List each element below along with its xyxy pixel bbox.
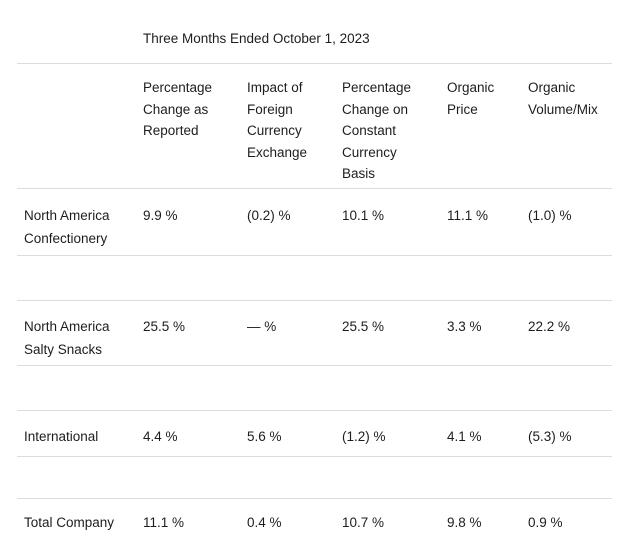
row-label: Total Company <box>24 515 115 530</box>
cell-value: 11.1 % <box>143 515 185 530</box>
spacer-row <box>17 255 612 300</box>
column-header-blank <box>17 77 143 188</box>
cell-value: 22.2 % <box>528 319 571 334</box>
table-row-north-america-confectionery: North America Confectionery 9.9 % (0.2) … <box>17 188 612 255</box>
column-header-fx-impact: Impact of Foreign Currency Exchange <box>247 80 308 160</box>
row-label: North America Salty Snacks <box>24 319 110 357</box>
cell-value: (1.2) % <box>342 429 386 444</box>
cell-value: 5.6 % <box>247 429 282 444</box>
row-label: International <box>24 429 99 444</box>
cell-value: 25.5 % <box>342 319 385 334</box>
cell-value: (1.0) % <box>528 208 572 223</box>
spacer-row <box>17 456 612 498</box>
column-header-pct-change-constant-currency: Percentage Change on Constant Currency B… <box>342 80 412 181</box>
cell-value: 4.1 % <box>447 429 482 444</box>
cell-value: 3.3 % <box>447 319 482 334</box>
cell-value: — % <box>247 319 277 334</box>
cell-value: 10.7 % <box>342 515 385 530</box>
cell-value: 25.5 % <box>143 319 186 334</box>
table-title: Three Months Ended October 1, 2023 <box>143 31 370 46</box>
cell-value: (0.2) % <box>247 208 291 223</box>
cell-value: 11.1 % <box>447 208 489 223</box>
column-header-organic-price: Organic Price <box>447 80 495 117</box>
segment-results-table: Percentage Change as Reported Impact of … <box>17 63 612 546</box>
column-header-organic-volume-mix: Organic Volume/Mix <box>528 80 598 117</box>
cell-value: 0.4 % <box>247 515 282 530</box>
table-row-total-company: Total Company 11.1 % 0.4 % 10.7 % 9.8 % … <box>17 498 612 546</box>
cell-value: 4.4 % <box>143 429 178 444</box>
cell-value: 9.9 % <box>143 208 178 223</box>
column-header-pct-change-reported: Percentage Change as Reported <box>143 80 213 138</box>
table-row-north-america-salty-snacks: North America Salty Snacks 25.5 % — % 25… <box>17 300 612 365</box>
cell-value: 9.8 % <box>447 515 482 530</box>
row-label: North America Confectionery <box>24 208 110 246</box>
spacer-row <box>17 365 612 410</box>
cell-value: 10.1 % <box>342 208 385 223</box>
cell-value: (5.3) % <box>528 429 572 444</box>
cell-value: 0.9 % <box>528 515 563 530</box>
table-row-international: International 4.4 % 5.6 % (1.2) % 4.1 % … <box>17 410 612 456</box>
table-header-row: Percentage Change as Reported Impact of … <box>17 63 612 188</box>
